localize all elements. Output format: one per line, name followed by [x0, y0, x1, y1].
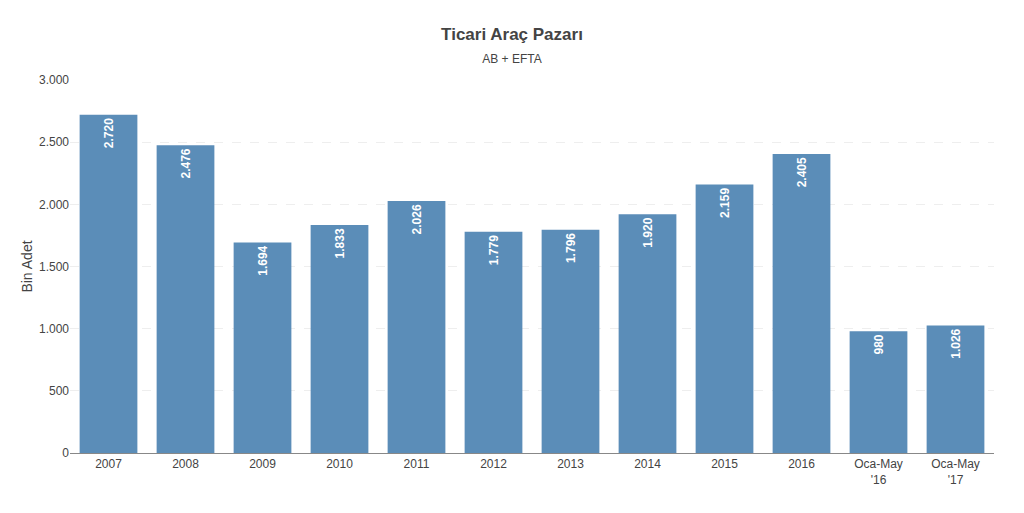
svg-text:1.694: 1.694 — [256, 245, 270, 275]
svg-text:3.000: 3.000 — [39, 73, 69, 87]
svg-text:1.833: 1.833 — [333, 228, 347, 258]
svg-text:2.026: 2.026 — [410, 204, 424, 234]
svg-text:1.500: 1.500 — [39, 260, 69, 274]
svg-text:2011: 2011 — [404, 457, 430, 471]
svg-text:980: 980 — [872, 334, 886, 354]
svg-text:Oca-May'17: Oca-May'17 — [931, 457, 980, 487]
svg-text:2008: 2008 — [172, 457, 199, 471]
svg-text:2014: 2014 — [634, 457, 661, 471]
svg-text:2.159: 2.159 — [718, 188, 732, 218]
svg-text:500: 500 — [49, 384, 69, 398]
svg-text:2.000: 2.000 — [39, 198, 69, 212]
svg-text:AB + EFTA: AB + EFTA — [482, 52, 541, 66]
svg-text:2007: 2007 — [95, 457, 122, 471]
svg-text:2.476: 2.476 — [179, 148, 193, 178]
svg-text:2.405: 2.405 — [795, 157, 809, 187]
svg-text:2013: 2013 — [557, 457, 584, 471]
svg-text:1.796: 1.796 — [564, 233, 578, 263]
svg-text:0: 0 — [62, 446, 69, 460]
svg-text:1.026: 1.026 — [949, 328, 963, 358]
svg-text:Ticari Araç Pazarı: Ticari Araç Pazarı — [441, 25, 583, 44]
svg-text:2016: 2016 — [788, 457, 815, 471]
svg-text:2.720: 2.720 — [102, 118, 116, 148]
svg-text:2010: 2010 — [326, 457, 353, 471]
svg-text:1.920: 1.920 — [641, 217, 655, 247]
svg-text:2015: 2015 — [711, 457, 738, 471]
svg-text:1.779: 1.779 — [487, 235, 501, 265]
svg-text:2.500: 2.500 — [39, 135, 69, 149]
svg-text:1.000: 1.000 — [39, 322, 69, 336]
svg-text:2012: 2012 — [480, 457, 507, 471]
svg-text:2009: 2009 — [249, 457, 276, 471]
svg-text:Oca-May'16: Oca-May'16 — [854, 457, 903, 487]
svg-text:Bin Adet: Bin Adet — [19, 240, 35, 292]
